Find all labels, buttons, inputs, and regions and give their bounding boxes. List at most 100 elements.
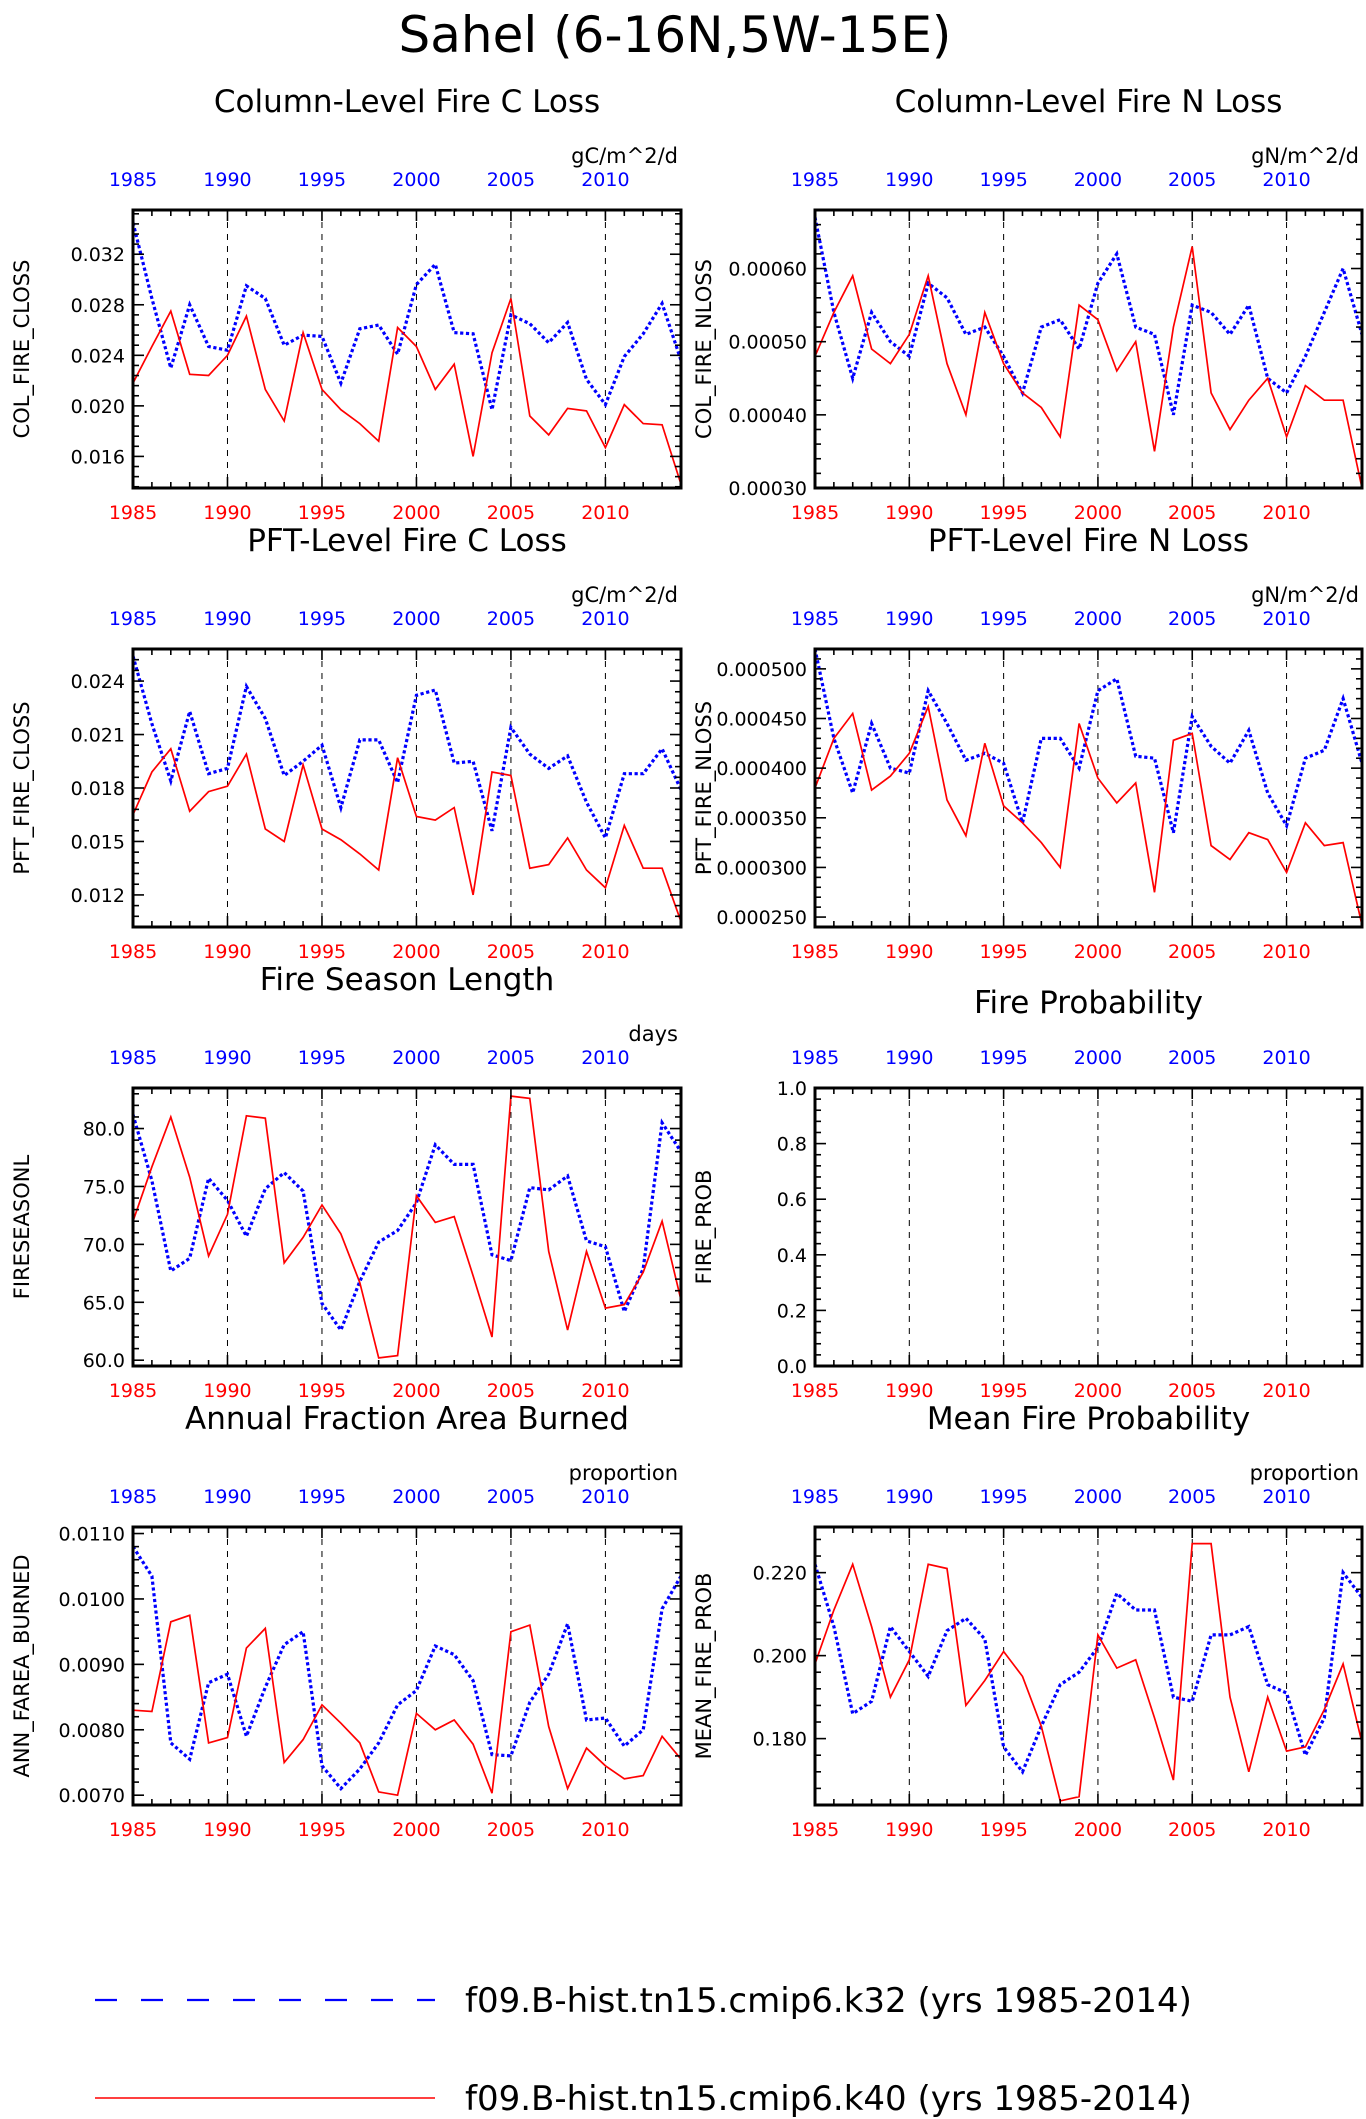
y-tick-label: 0.00030 <box>728 478 807 500</box>
bottom-x-tick-label: 2000 <box>392 502 440 524</box>
units-label: gN/m^2/d <box>1251 144 1359 168</box>
units-label: gC/m^2/d <box>571 583 678 607</box>
panel-title: Mean Fire Probability <box>927 1401 1250 1437</box>
top-x-tick-label: 2010 <box>1262 169 1310 191</box>
bottom-x-tick-label: 2000 <box>1074 941 1122 963</box>
top-x-tick-label: 1995 <box>979 1486 1027 1508</box>
series-line-k40 <box>132 298 682 485</box>
series-line-k40 <box>814 703 1363 926</box>
y-tick-label: 0.2 <box>777 1300 807 1322</box>
y-axis-label: PFT_FIRE_NLOSS <box>692 701 717 875</box>
panel-title: Fire Season Length <box>260 962 554 998</box>
top-x-tick-label: 1985 <box>791 608 839 630</box>
top-x-tick-label: 2000 <box>1074 169 1122 191</box>
top-x-tick-label: 2000 <box>1074 1047 1122 1069</box>
y-tick-label: 0.00050 <box>728 332 807 354</box>
series-line-k32 <box>131 1114 683 1334</box>
series-line-k32 <box>131 1545 683 1791</box>
y-tick-label: 0.0090 <box>59 1654 125 1676</box>
top-x-tick-label: 2000 <box>392 1047 440 1069</box>
top-x-tick-label: 2010 <box>581 608 629 630</box>
units-label: gC/m^2/d <box>571 144 678 168</box>
chart-panels: Column-Level Fire C Loss gC/m^2/d 0.016 0.0… <box>10 84 1364 1841</box>
series-line-k40 <box>814 246 1363 489</box>
top-x-tick-label: 1990 <box>885 1047 933 1069</box>
y-tick-label: 0.0110 <box>59 1524 125 1546</box>
bottom-x-tick-label: 1990 <box>885 502 933 524</box>
plot-frame <box>813 1525 1364 1807</box>
bottom-x-tick-label: 2000 <box>1074 1380 1122 1402</box>
top-x-tick-label: 1995 <box>298 1047 346 1069</box>
panel-title: PFT-Level Fire N Loss <box>928 523 1249 559</box>
top-x-tick-label: 2010 <box>1262 608 1310 630</box>
y-tick-label: 0.4 <box>777 1245 807 1267</box>
top-x-tick-label: 1985 <box>791 169 839 191</box>
y-tick-label: 0.200 <box>753 1646 807 1668</box>
top-x-tick-label: 2005 <box>1168 1486 1216 1508</box>
bottom-x-tick-label: 2000 <box>392 1819 440 1841</box>
top-x-tick-label: 1990 <box>203 169 251 191</box>
bottom-x-tick-label: 2005 <box>487 502 535 524</box>
plot-frame <box>813 1086 1364 1368</box>
top-x-tick-label: 1995 <box>979 608 1027 630</box>
y-tick-label: 0.0080 <box>59 1720 125 1742</box>
bottom-x-tick-label: 1995 <box>298 1380 346 1402</box>
bottom-x-tick-label: 1985 <box>791 1819 839 1841</box>
top-x-tick-label: 1985 <box>791 1486 839 1508</box>
top-x-tick-label: 2000 <box>392 608 440 630</box>
bottom-x-tick-label: 2000 <box>392 1380 440 1402</box>
bottom-x-tick-label: 2010 <box>1262 1819 1310 1841</box>
top-x-tick-label: 1985 <box>791 1047 839 1069</box>
plot-frame <box>131 1086 683 1368</box>
top-x-tick-label: 2005 <box>487 169 535 191</box>
plot-frame <box>813 647 1364 929</box>
y-tick-label: 75.0 <box>83 1176 125 1198</box>
bottom-x-tick-label: 1995 <box>979 1380 1027 1402</box>
y-tick-label: 0.180 <box>753 1729 807 1751</box>
panel-title: Column-Level Fire C Loss <box>214 84 600 120</box>
bottom-x-tick-label: 1995 <box>979 502 1027 524</box>
top-x-tick-label: 1995 <box>979 1047 1027 1069</box>
series-line-k32 <box>813 1563 1364 1775</box>
panel-title: Annual Fraction Area Burned <box>185 1401 629 1437</box>
bottom-x-tick-label: 2005 <box>487 1380 535 1402</box>
y-tick-label: 0.016 <box>71 446 125 468</box>
panel-title: PFT-Level Fire C Loss <box>247 523 567 559</box>
bottom-x-tick-label: 1990 <box>885 1380 933 1402</box>
bottom-x-tick-label: 2005 <box>1168 502 1216 524</box>
top-x-tick-label: 1990 <box>885 608 933 630</box>
y-tick-label: 0.018 <box>71 778 125 800</box>
panel-5: Fire Season Length days 60.0 65.0 70.0 75.0 80… <box>10 962 683 1402</box>
bottom-x-tick-label: 2010 <box>1262 941 1310 963</box>
bottom-x-tick-label: 2010 <box>1262 502 1310 524</box>
series-line-k32 <box>131 222 683 411</box>
y-axis-label: COL_FIRE_NLOSS <box>692 259 717 439</box>
series-line-k40 <box>132 1614 682 1797</box>
top-x-tick-label: 2005 <box>487 608 535 630</box>
y-tick-label: 0.015 <box>71 831 125 853</box>
series-line-k32 <box>131 655 683 843</box>
y-tick-label: 0.000500 <box>716 659 807 681</box>
y-tick-label: 0.6 <box>777 1189 807 1211</box>
top-x-tick-label: 2005 <box>1168 1047 1216 1069</box>
bottom-x-tick-label: 1995 <box>298 502 346 524</box>
bottom-x-tick-label: 1985 <box>791 502 839 524</box>
series-line-k32 <box>813 216 1364 416</box>
series-line-k32 <box>813 648 1364 834</box>
top-x-tick-label: 2000 <box>392 1486 440 1508</box>
bottom-x-tick-label: 2000 <box>392 941 440 963</box>
top-x-tick-label: 1995 <box>298 608 346 630</box>
panel-2: Column-Level Fire N Loss gN/m^2/d 0.00030 0… <box>692 84 1364 524</box>
panel-1: Column-Level Fire C Loss gC/m^2/d 0.016 0.0… <box>10 84 683 524</box>
bottom-x-tick-label: 2010 <box>1262 1380 1310 1402</box>
y-tick-label: 60.0 <box>83 1350 125 1372</box>
plot-frame <box>131 208 683 490</box>
bottom-x-tick-label: 1995 <box>298 1819 346 1841</box>
bottom-x-tick-label: 1985 <box>791 941 839 963</box>
top-x-tick-label: 1985 <box>109 169 157 191</box>
bottom-x-tick-label: 2005 <box>1168 1380 1216 1402</box>
bottom-x-tick-label: 2000 <box>1074 502 1122 524</box>
y-tick-label: 0.8 <box>777 1134 807 1156</box>
